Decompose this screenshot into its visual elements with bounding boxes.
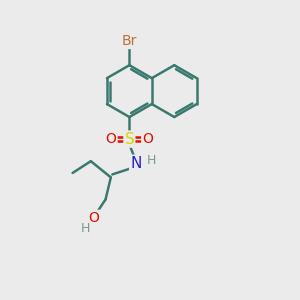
- Text: H: H: [146, 154, 156, 167]
- Text: S: S: [124, 132, 134, 147]
- Text: O: O: [142, 132, 153, 146]
- Text: O: O: [88, 211, 99, 225]
- Text: N: N: [130, 156, 142, 171]
- Text: Br: Br: [122, 34, 137, 48]
- Text: H: H: [81, 222, 90, 236]
- Text: O: O: [106, 132, 117, 146]
